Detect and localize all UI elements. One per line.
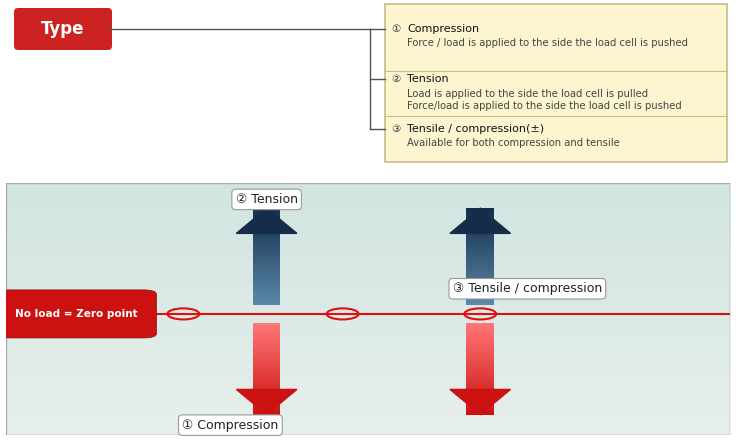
Text: ② Tension: ② Tension — [236, 193, 297, 206]
Text: ① Compression: ① Compression — [183, 418, 278, 432]
Polygon shape — [236, 208, 297, 233]
Text: Force / load is applied to the side the load cell is pushed: Force / load is applied to the side the … — [407, 38, 688, 48]
Text: ③: ③ — [391, 124, 400, 134]
Polygon shape — [236, 389, 297, 414]
Polygon shape — [450, 208, 511, 233]
Text: ③ Tensile / compression: ③ Tensile / compression — [453, 282, 602, 295]
Text: Tension: Tension — [407, 74, 449, 84]
Text: Available for both compression and tensile: Available for both compression and tensi… — [407, 138, 620, 148]
Text: No load = Zero point: No load = Zero point — [15, 309, 138, 319]
Text: Force/load is applied to the side the load cell is pushed: Force/load is applied to the side the lo… — [407, 101, 682, 111]
Text: ②: ② — [391, 74, 400, 84]
Text: Tensile / compression(±): Tensile / compression(±) — [407, 124, 544, 134]
FancyBboxPatch shape — [14, 8, 112, 50]
Text: ①: ① — [391, 24, 400, 34]
FancyBboxPatch shape — [0, 290, 157, 338]
Polygon shape — [450, 389, 511, 414]
Text: Load is applied to the side the load cell is pulled: Load is applied to the side the load cel… — [407, 89, 648, 99]
FancyBboxPatch shape — [385, 4, 727, 162]
Text: Compression: Compression — [407, 24, 479, 34]
Text: Type: Type — [41, 20, 85, 38]
